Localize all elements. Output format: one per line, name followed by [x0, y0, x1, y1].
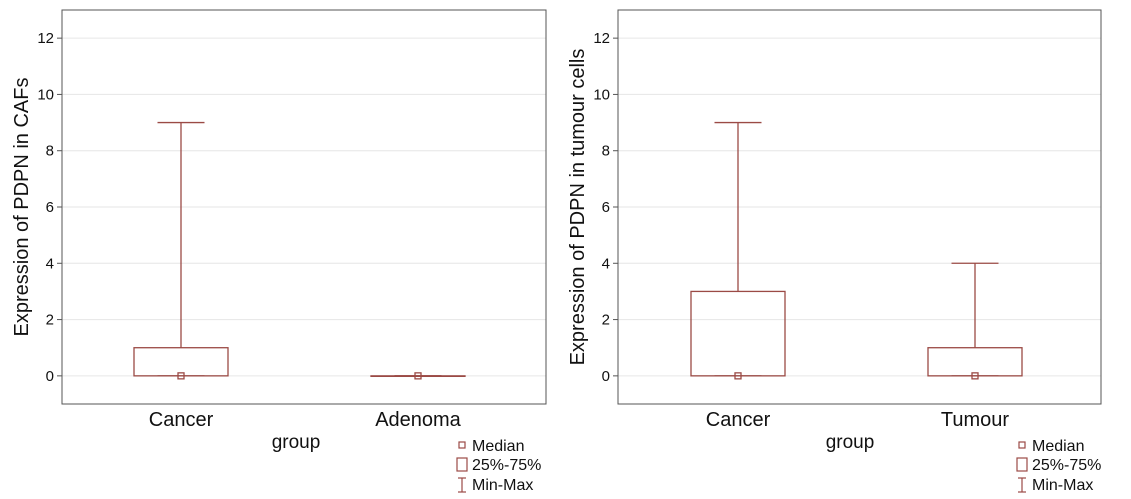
legend-minmax-label: Min-Max — [472, 477, 533, 494]
y-tick-label: 8 — [46, 143, 54, 160]
x-tick-label: Cancer — [706, 409, 771, 431]
x-tick-label: Adenoma — [375, 409, 461, 431]
x-tick-label: Tumour — [941, 409, 1010, 431]
y-tick-label: 4 — [46, 255, 54, 272]
x-axis-label: group — [826, 432, 875, 453]
y-tick-label: 4 — [602, 255, 610, 272]
legend-median-icon — [1018, 441, 1026, 449]
box-tumour — [927, 262, 1023, 380]
iqr-box — [133, 347, 229, 377]
legend-box-icon — [1016, 457, 1028, 472]
box-cancer — [690, 121, 786, 380]
y-tick-label: 12 — [593, 30, 610, 47]
box-cancer — [133, 121, 229, 380]
median-marker — [177, 372, 185, 380]
chart-panel-tumour-cells: 0 2 4 6 8 10 12 Cancer Tumour Expression of PDPN … — [567, 9, 1102, 494]
y-tick-label: 0 — [46, 368, 54, 385]
box-adenoma — [370, 372, 466, 380]
y-tick-label: 2 — [602, 312, 610, 329]
median-marker — [414, 372, 422, 380]
y-tick-label: 2 — [46, 312, 54, 329]
legend: Median 25%-75% Min-Max — [1016, 438, 1101, 494]
y-axis-label: Expression of PDPN in tumour cells — [567, 49, 589, 366]
y-tick-label: 10 — [37, 86, 54, 103]
y-tick-label: 0 — [602, 368, 610, 385]
x-tick-label: Cancer — [149, 409, 214, 431]
median-marker — [734, 372, 742, 380]
plot-frame — [617, 9, 1102, 405]
legend-box-icon — [456, 457, 468, 472]
y-tick-label: 6 — [602, 199, 610, 216]
legend: Median 25%-75% Min-Max — [456, 438, 541, 494]
iqr-box — [370, 375, 466, 378]
y-axis-label: Expression of PDPN in CAFs — [11, 78, 33, 337]
legend-box-label: 25%-75% — [1032, 457, 1101, 474]
iqr-box — [927, 347, 1023, 377]
y-tick-label: 12 — [37, 30, 54, 47]
y-tick-label: 6 — [46, 199, 54, 216]
legend-median-label: Median — [1032, 438, 1084, 455]
plot-frame — [61, 9, 547, 405]
y-tick-label: 10 — [593, 86, 610, 103]
legend-median-label: Median — [472, 438, 524, 455]
iqr-box — [690, 290, 786, 377]
median-marker — [971, 372, 979, 380]
x-axis-label: group — [272, 432, 321, 453]
legend-median-icon — [458, 441, 466, 449]
legend-minmax-label: Min-Max — [1032, 477, 1093, 494]
legend-box-label: 25%-75% — [472, 457, 541, 474]
y-tick-label: 8 — [602, 143, 610, 160]
chart-panel-cafs: 0 2 4 6 8 10 12 Cancer Adenoma Expression of PDPN… — [11, 9, 547, 494]
